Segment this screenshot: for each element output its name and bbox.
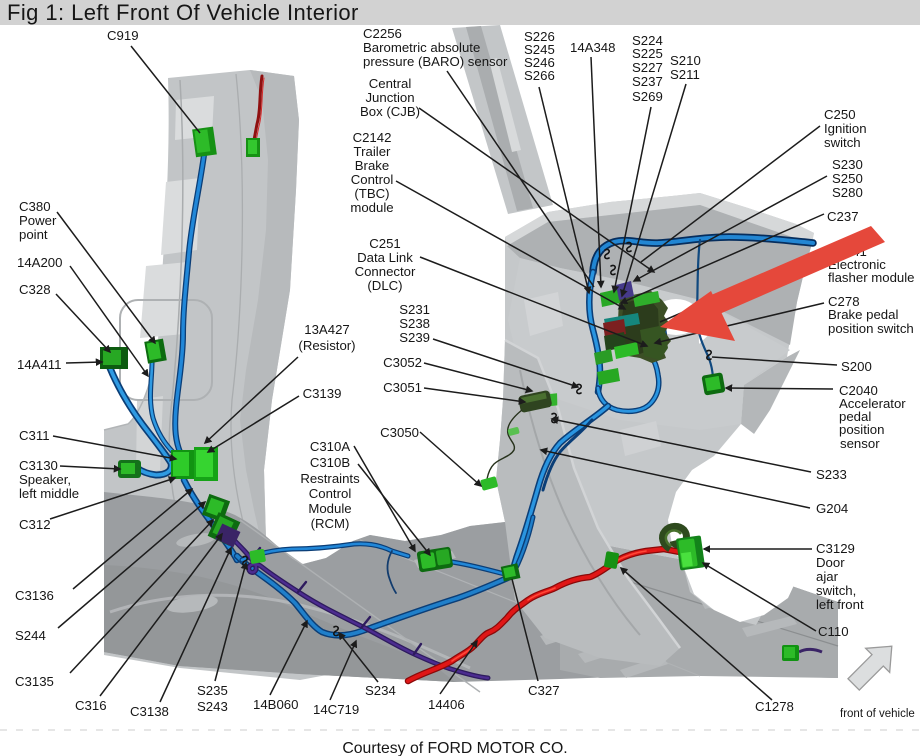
svg-text:C3139: C3139 <box>303 386 342 401</box>
svg-text:Control: Control <box>351 172 394 187</box>
svg-text:C3135: C3135 <box>15 674 54 689</box>
svg-text:14B060: 14B060 <box>253 697 298 712</box>
svg-text:Module: Module <box>308 501 351 516</box>
svg-text:left middle: left middle <box>19 486 79 501</box>
svg-text:14A348: 14A348 <box>570 40 615 55</box>
svg-text:C251: C251 <box>369 236 401 251</box>
svg-text:C3136: C3136 <box>15 588 54 603</box>
svg-text:S230: S230 <box>832 157 863 172</box>
svg-text:S239: S239 <box>399 330 430 345</box>
svg-text:S231: S231 <box>399 302 430 317</box>
svg-text:S250: S250 <box>832 171 863 186</box>
svg-text:(Resistor): (Resistor) <box>298 338 355 353</box>
svg-text:left front: left front <box>816 597 864 612</box>
svg-text:Door: Door <box>816 555 845 570</box>
svg-text:S243: S243 <box>197 699 228 714</box>
svg-text:S235: S235 <box>197 683 228 698</box>
svg-text:S280: S280 <box>832 185 863 200</box>
svg-text:C2040: C2040 <box>839 383 878 398</box>
svg-text:S245: S245 <box>524 42 555 57</box>
svg-text:C380: C380 <box>19 199 51 214</box>
svg-text:C278: C278 <box>828 294 860 309</box>
svg-text:switch,: switch, <box>816 583 856 598</box>
svg-text:S211: S211 <box>670 67 700 82</box>
svg-text:C328: C328 <box>19 282 51 297</box>
svg-text:switch: switch <box>824 135 861 150</box>
svg-text:C250: C250 <box>824 107 856 122</box>
svg-text:(TBC): (TBC) <box>354 186 389 201</box>
svg-text:ajar: ajar <box>816 569 839 584</box>
svg-text:Electronic: Electronic <box>828 257 886 272</box>
svg-text:S269: S269 <box>632 89 663 104</box>
svg-text:Power: Power <box>19 213 57 228</box>
svg-text:Courtesy of FORD MOTOR CO.: Courtesy of FORD MOTOR CO. <box>342 740 567 756</box>
svg-text:Trailer: Trailer <box>354 144 391 159</box>
svg-text:Control: Control <box>309 486 352 501</box>
svg-text:C3051: C3051 <box>383 380 422 395</box>
svg-text:Fig 1: Left Front Of Vehicle I: Fig 1: Left Front Of Vehicle Interior <box>7 0 359 25</box>
svg-text:14C719: 14C719 <box>313 702 359 717</box>
svg-text:C327: C327 <box>528 683 560 698</box>
svg-text:S210: S210 <box>670 53 701 68</box>
svg-text:G204: G204 <box>816 501 848 516</box>
svg-text:C3129: C3129 <box>816 541 855 556</box>
svg-text:Connector: Connector <box>355 264 416 279</box>
svg-text:pedal: pedal <box>839 409 871 424</box>
svg-text:(RCM): (RCM) <box>311 516 350 531</box>
svg-text:sensor: sensor <box>840 436 880 451</box>
svg-text:flasher module: flasher module <box>828 270 915 285</box>
svg-text:14A411: 14A411 <box>17 357 62 372</box>
svg-text:S224: S224 <box>632 33 663 48</box>
svg-text:C310A: C310A <box>310 439 351 454</box>
svg-text:Brake: Brake <box>355 158 389 173</box>
svg-text:S225: S225 <box>632 46 663 61</box>
svg-text:C110: C110 <box>818 624 849 639</box>
svg-text:Accelerator: Accelerator <box>839 396 906 411</box>
svg-text:module: module <box>350 200 393 215</box>
svg-text:S227: S227 <box>632 60 663 75</box>
svg-text:position switch: position switch <box>828 321 914 336</box>
svg-text:Ignition: Ignition <box>824 121 867 136</box>
svg-text:14A200: 14A200 <box>17 255 62 270</box>
svg-text:S233: S233 <box>816 467 847 482</box>
svg-text:C316: C316 <box>75 698 107 713</box>
svg-text:14406: 14406 <box>428 697 465 712</box>
svg-text:C3050: C3050 <box>380 425 419 440</box>
svg-text:C311: C311 <box>19 428 50 443</box>
svg-text:S246: S246 <box>524 55 555 70</box>
svg-text:point: point <box>19 227 48 242</box>
svg-text:C2256: C2256 <box>363 26 402 41</box>
svg-text:Speaker,: Speaker, <box>19 472 71 487</box>
svg-text:S226: S226 <box>524 29 555 44</box>
svg-text:C919: C919 <box>107 28 139 43</box>
svg-text:Junction: Junction <box>365 90 414 105</box>
svg-text:C3138: C3138 <box>130 704 169 719</box>
svg-text:pressure (BARO) sensor: pressure (BARO) sensor <box>363 54 508 69</box>
svg-text:S237: S237 <box>632 74 663 89</box>
svg-text:front of vehicle: front of vehicle <box>840 708 915 720</box>
svg-text:Central: Central <box>369 76 412 91</box>
svg-text:Restraints: Restraints <box>300 471 360 486</box>
svg-text:C2142: C2142 <box>353 130 392 145</box>
svg-text:13A427: 13A427 <box>304 322 349 337</box>
svg-text:S234: S234 <box>365 683 396 698</box>
svg-text:C312: C312 <box>19 517 51 532</box>
svg-text:C3052: C3052 <box>383 355 422 370</box>
svg-text:C1278: C1278 <box>755 699 794 714</box>
svg-text:Brake pedal: Brake pedal <box>828 307 898 322</box>
svg-text:S244: S244 <box>15 628 46 643</box>
svg-text:S266: S266 <box>524 68 555 83</box>
svg-text:C3130: C3130 <box>19 458 58 473</box>
svg-text:S200: S200 <box>841 359 872 374</box>
svg-text:Barometric absolute: Barometric absolute <box>363 40 480 55</box>
svg-text:position: position <box>839 422 884 437</box>
svg-text:Data Link: Data Link <box>357 250 413 265</box>
svg-text:C237: C237 <box>827 209 859 224</box>
svg-text:(DLC): (DLC) <box>367 278 402 293</box>
svg-text:S238: S238 <box>399 316 430 331</box>
svg-text:C310B: C310B <box>310 455 351 470</box>
svg-text:Box (CJB): Box (CJB) <box>360 104 420 119</box>
